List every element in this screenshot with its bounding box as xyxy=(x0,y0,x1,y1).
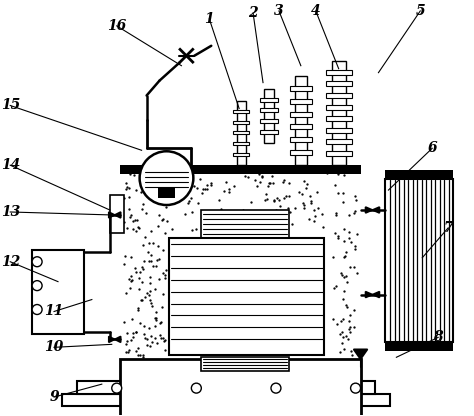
Bar xyxy=(233,110,249,113)
Bar xyxy=(326,93,352,98)
Circle shape xyxy=(191,383,201,393)
Bar xyxy=(201,210,289,238)
Bar xyxy=(290,86,312,91)
Bar xyxy=(326,128,352,133)
Bar xyxy=(233,153,249,156)
Bar xyxy=(385,342,453,351)
Text: 10: 10 xyxy=(45,340,64,354)
Polygon shape xyxy=(109,212,115,218)
Bar xyxy=(295,76,307,165)
Polygon shape xyxy=(365,207,373,213)
Text: 6: 6 xyxy=(428,141,437,155)
Bar xyxy=(326,105,352,110)
Bar xyxy=(237,101,246,165)
Bar xyxy=(157,188,175,198)
Bar xyxy=(32,250,84,334)
Text: 12: 12 xyxy=(0,255,20,269)
Polygon shape xyxy=(373,292,380,297)
Bar xyxy=(233,142,249,145)
Text: 1: 1 xyxy=(204,12,214,26)
Bar xyxy=(233,121,249,124)
Bar xyxy=(290,99,312,104)
Polygon shape xyxy=(354,349,367,359)
Bar xyxy=(385,170,453,179)
Circle shape xyxy=(32,257,42,267)
Circle shape xyxy=(351,383,361,393)
Text: 7: 7 xyxy=(443,221,453,235)
Bar xyxy=(170,238,324,355)
Polygon shape xyxy=(115,337,121,342)
Bar xyxy=(260,130,278,134)
Bar xyxy=(264,89,274,144)
Bar xyxy=(260,97,278,102)
Bar xyxy=(260,119,278,124)
Text: 8: 8 xyxy=(433,330,443,344)
Bar xyxy=(233,131,249,134)
Bar xyxy=(385,179,453,342)
Bar xyxy=(120,359,361,416)
Circle shape xyxy=(32,305,42,314)
Bar xyxy=(77,381,375,394)
Bar xyxy=(326,70,352,75)
Text: 9: 9 xyxy=(49,390,59,404)
Bar xyxy=(290,137,312,142)
Text: 4: 4 xyxy=(311,4,320,18)
Polygon shape xyxy=(373,207,380,213)
Bar xyxy=(326,151,352,156)
Text: 2: 2 xyxy=(248,6,258,20)
Text: 11: 11 xyxy=(45,305,64,319)
Bar xyxy=(290,150,312,155)
Circle shape xyxy=(32,281,42,291)
Bar xyxy=(290,111,312,116)
Polygon shape xyxy=(109,337,115,342)
Polygon shape xyxy=(115,212,121,218)
Bar xyxy=(326,116,352,121)
Text: 13: 13 xyxy=(0,205,20,219)
Text: 15: 15 xyxy=(0,99,20,112)
Polygon shape xyxy=(365,292,373,297)
Circle shape xyxy=(112,383,122,393)
Bar xyxy=(332,61,346,165)
Bar xyxy=(120,165,361,174)
Bar xyxy=(201,357,289,371)
Bar xyxy=(326,82,352,87)
Bar xyxy=(62,394,391,406)
Text: 5: 5 xyxy=(415,4,425,18)
Text: 14: 14 xyxy=(0,158,20,172)
Text: 3: 3 xyxy=(274,4,284,18)
Text: 16: 16 xyxy=(107,19,127,33)
Circle shape xyxy=(271,383,281,393)
Circle shape xyxy=(140,151,193,205)
Bar xyxy=(326,139,352,144)
Bar xyxy=(290,124,312,129)
Bar xyxy=(260,109,278,112)
Bar xyxy=(110,195,124,233)
